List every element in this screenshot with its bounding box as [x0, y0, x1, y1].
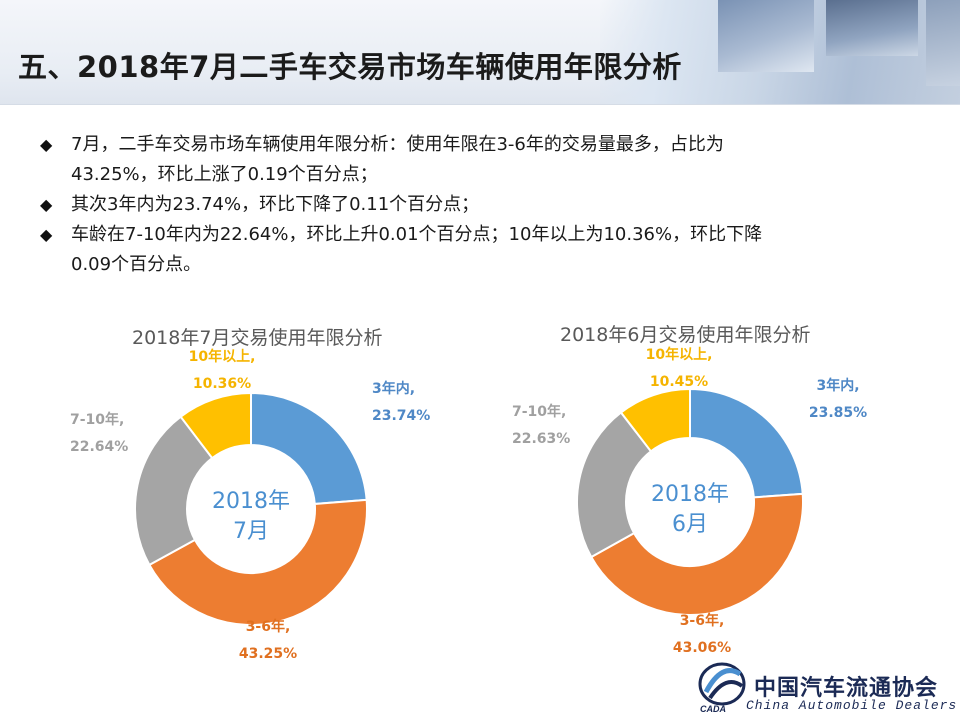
chart-title-july: 2018年7月交易使用年限分析	[132, 327, 383, 349]
slice-label-name: 3年内,	[816, 377, 859, 394]
donut-center-label: 7月	[233, 519, 269, 544]
slice-label-value: 10.36%	[193, 376, 251, 392]
donut-slice-3-6年	[589, 492, 804, 616]
donut-slice-7-10年	[134, 415, 214, 567]
slice-label-value: 10.45%	[650, 374, 708, 390]
cada-logo: CADA 中国汽车流通协会 China Automobile Dealers	[696, 656, 960, 720]
donut-center-label: 6月	[672, 512, 708, 537]
slice-label-name: 7-10年,	[70, 411, 124, 428]
bullet-item: ◆ 7月，二手车交易市场车辆使用年限分析：使用年限在3-6年的交易量最多，占比为…	[40, 130, 920, 190]
slice-label-name: 10年以上,	[189, 348, 256, 365]
bullet-text: 车龄在7-10年内为22.64%，环比上升0.01个百分点；10年以上为10.3…	[71, 224, 763, 245]
donut-slice-3年内	[689, 387, 804, 499]
diamond-bullet-icon: ◆	[40, 225, 53, 244]
logo-abbreviation: CADA	[700, 704, 726, 714]
donut-slice-3-6年	[148, 498, 368, 626]
logo-name-cn: 中国汽车流通协会	[754, 675, 939, 701]
slice-label-name: 10年以上,	[646, 346, 713, 363]
logo-name-en: China Automobile Dealers	[746, 698, 958, 713]
slice-label-value: 43.06%	[673, 640, 731, 656]
slice-label-name: 3-6年,	[680, 612, 725, 629]
bullet-text: 43.25%，环比上涨了0.19个百分点；	[71, 164, 378, 185]
decorative-block	[926, 0, 960, 86]
header-decorative-image	[600, 0, 960, 104]
diamond-bullet-icon: ◆	[40, 135, 53, 154]
slice-label-value: 23.85%	[809, 405, 867, 421]
donut-slice-10年以上	[619, 387, 691, 453]
slice-label-name: 7-10年,	[512, 403, 566, 420]
decorative-block	[826, 0, 918, 56]
donut-slice-7-10年	[576, 411, 653, 559]
diamond-bullet-icon: ◆	[40, 195, 53, 214]
slice-label-name: 3-6年,	[246, 618, 291, 635]
bullet-text: 0.09个百分点。	[71, 254, 202, 275]
slice-label-name: 3年内,	[372, 380, 415, 397]
bullet-text: 7月，二手车交易市场车辆使用年限分析：使用年限在3-6年的交易量最多，占比为	[71, 134, 724, 155]
bullet-item: ◆ 车龄在7-10年内为22.64%，环比上升0.01个百分点；10年以上为10…	[40, 220, 920, 280]
donut-slice-10年以上	[179, 391, 252, 460]
donut-center-label: 2018年	[651, 482, 729, 507]
page-title: 五、2018年7月二手车交易市场车辆使用年限分析	[18, 50, 682, 84]
chart-title-june: 2018年6月交易使用年限分析	[560, 324, 811, 346]
header-banner: 五、2018年7月二手车交易市场车辆使用年限分析	[0, 0, 960, 105]
donut-slice-3年内	[250, 391, 368, 506]
slice-label-value: 22.63%	[512, 431, 570, 447]
cada-logo-icon	[698, 662, 746, 706]
bullet-item: ◆ 其次3年内为23.74%，环比下降了0.11个百分点；	[40, 190, 920, 220]
slice-label-value: 23.74%	[372, 408, 430, 424]
donut-center-label: 2018年	[212, 489, 290, 514]
slice-label-value: 43.25%	[239, 646, 297, 662]
bullet-list: ◆ 7月，二手车交易市场车辆使用年限分析：使用年限在3-6年的交易量最多，占比为…	[40, 130, 920, 280]
slice-label-value: 22.64%	[70, 439, 128, 455]
decorative-block	[718, 0, 814, 72]
bullet-text: 其次3年内为23.74%，环比下降了0.11个百分点；	[71, 194, 480, 215]
